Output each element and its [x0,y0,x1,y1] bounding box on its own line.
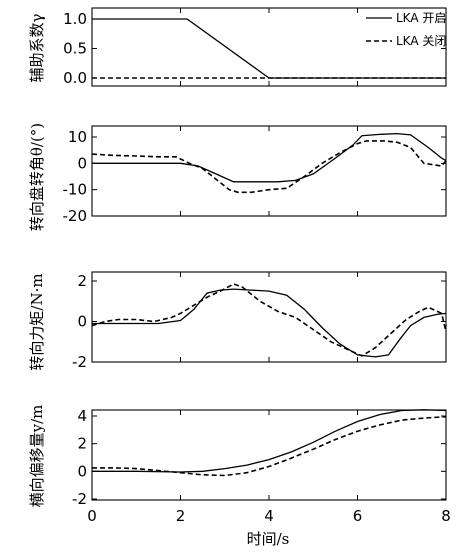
y-tick-label: -2 [72,353,87,371]
x-tick-label: 2 [176,507,186,525]
series-line-lka-on-panel-1 [92,18,446,79]
series-line-lka-on-panel-4 [92,409,447,473]
y-tick-label: -20 [63,207,88,225]
y-tick-label: 0.5 [63,40,87,58]
x-tick-label: 6 [353,507,363,525]
x-tick-label: 4 [264,507,274,525]
y-tick-label: 0 [77,313,87,331]
legend-label-lka-on: LKA 开启 [396,11,446,25]
x-tick-label: 0 [87,507,97,525]
plot-frame-4 [91,409,447,501]
y-tick-label: 4 [77,407,87,425]
series-line-lka-off-panel-3 [91,283,447,357]
plot-frame-1 [91,7,447,87]
y-tick-label: 0.0 [63,69,87,87]
y-axis-label: 转向盘转角θ/(°) [28,123,46,231]
x-tick-label: 8 [441,507,451,525]
y-tick-label: -2 [72,490,87,508]
legend-label-lka-off: LKA 关闭 [396,34,446,48]
y-tick-label: 10 [68,128,87,146]
series-line-lka-on-panel-3 [92,288,447,358]
y-tick-label: 0 [77,154,87,172]
series-line-lka-off-panel-2 [91,140,447,194]
x-axis-label: 时间/s [247,530,290,548]
y-axis-label: 转向力矩/N·m [28,273,46,370]
series-line-lka-on-panel-2 [92,132,447,183]
y-tick-label: 0 [77,462,87,480]
y-axis-label: 辅助系数γ [28,13,46,82]
y-tick-label: 2 [77,435,87,453]
y-axis-label: 横向偏移量y/m [28,405,46,508]
y-tick-label: 1.0 [63,10,87,28]
y-tick-label: 2 [77,272,87,290]
y-tick-label: -10 [63,181,88,199]
plot-frame-2 [91,125,447,217]
series-line-lka-off-panel-4 [92,415,447,477]
